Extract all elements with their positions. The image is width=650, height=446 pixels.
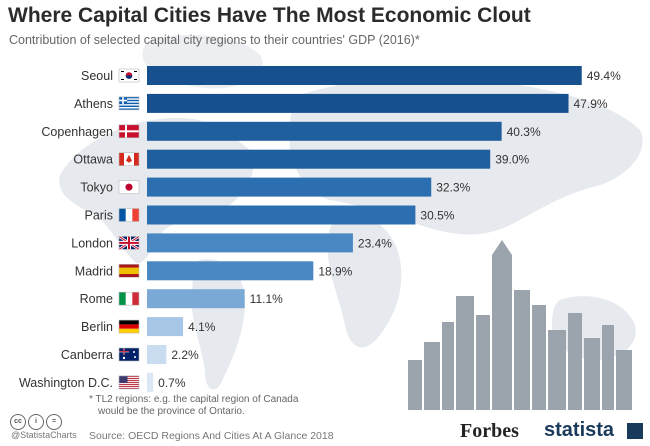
south-korea-flag-icon [118,68,140,83]
bar [147,66,582,85]
data-label: 49.4% [587,69,621,83]
uk-flag-icon [118,235,140,251]
spain-flag-icon [118,263,140,278]
france-flag-icon [118,208,140,222]
category-label: Rome [80,292,113,306]
data-label: 47.9% [574,97,608,111]
greece-flag-icon [118,96,140,111]
bar [147,233,353,253]
footnote: * TL2 regions: e.g. the capital region o… [89,394,298,418]
chart-subtitle: Contribution of selected capital city re… [9,33,420,47]
creative-commons-icons: cc i = [10,410,64,430]
category-label: Washington D.C. [19,376,113,390]
city-skyline-illustration [408,240,632,410]
bar [147,205,416,225]
category-label: Athens [74,97,113,111]
category-label: Paris [85,209,113,223]
category-label: Berlin [81,320,113,334]
data-label: 23.4% [358,236,392,250]
attribution-icon: i [28,414,44,430]
denmark-flag-icon [118,124,140,139]
chart-title: Where Capital Cities Have The Most Econo… [8,4,531,27]
data-label: 11.1% [250,292,283,306]
bar [147,261,314,281]
no-derivatives-icon: = [46,414,62,430]
category-label: Copenhagen [41,125,113,139]
data-label: 2.2% [171,348,199,362]
cc-icon: cc [10,414,26,430]
data-label: 30.5% [420,209,454,223]
canada-flag-icon [118,152,140,166]
bar [147,121,502,141]
category-label: Seoul [81,69,113,83]
bars-group: Seoul 49.4% Athens 47.9% Copenhagen 40.3% Otta… [19,66,621,392]
footnote-line-1: * TL2 regions: e.g. the capital region o… [89,394,299,405]
statista-logo-icon [627,423,643,439]
bar [147,289,245,309]
statista-charts-handle: @StatistaCharts [11,430,77,440]
category-label: Ottawa [73,153,113,167]
footnote-line-2: would be the province of Ontario. [98,406,245,417]
data-label: 32.3% [436,181,470,195]
category-label: Tokyo [80,181,113,195]
data-label: 18.9% [318,264,352,278]
bar [147,149,491,169]
bar [147,317,184,337]
italy-flag-icon [118,291,140,306]
japan-flag-icon [118,180,140,194]
category-label: Madrid [75,264,113,278]
germany-flag-icon [118,319,140,334]
data-label: 39.0% [495,153,529,167]
usa-flag-icon [118,375,140,390]
bar [147,93,569,113]
bar [147,345,167,364]
bar [147,372,154,392]
bar [147,177,432,197]
source-text: Source: OECD Regions And Cities At A Gla… [89,430,334,442]
category-label: Canberra [61,348,113,362]
category-label: London [71,236,113,250]
australia-flag-icon [118,347,140,362]
data-label: 40.3% [507,125,541,139]
statista-logo: statista [544,419,615,441]
data-label: 0.7% [158,376,186,390]
forbes-logo: Forbes [460,420,519,442]
data-label: 4.1% [188,320,216,334]
